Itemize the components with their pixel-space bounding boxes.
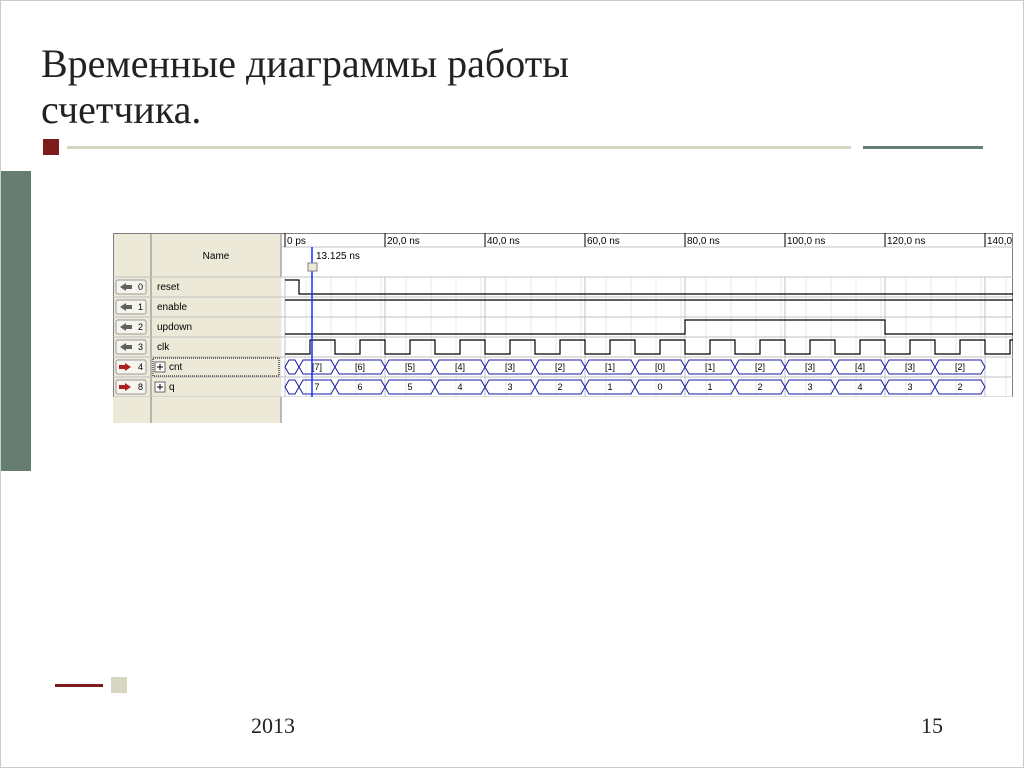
svg-text:4: 4: [138, 362, 143, 372]
left-sidebar-block: [1, 171, 31, 471]
svg-text:cnt: cnt: [169, 362, 183, 373]
svg-text:1: 1: [607, 382, 612, 392]
svg-text:40,0 ns: 40,0 ns: [487, 236, 520, 247]
svg-text:[1]: [1]: [605, 362, 615, 372]
svg-text:[3]: [3]: [505, 362, 515, 372]
svg-text:[5]: [5]: [405, 362, 415, 372]
svg-text:[2]: [2]: [555, 362, 565, 372]
svg-text:100,0 ns: 100,0 ns: [787, 236, 825, 247]
svg-text:[2]: [2]: [955, 362, 965, 372]
svg-text:0: 0: [138, 282, 143, 292]
svg-text:7: 7: [314, 382, 319, 392]
svg-text:[4]: [4]: [855, 362, 865, 372]
waveform-viewer[interactable]: Name 0 ps 20,0 ns 40,0 ns 60,0 ns 80,0 ns 100,…: [113, 233, 1013, 423]
svg-text:[6]: [6]: [355, 362, 365, 372]
svg-text:1: 1: [707, 382, 712, 392]
title-line1: Временные диаграммы работы: [41, 41, 569, 86]
svg-text:0 ps: 0 ps: [287, 236, 306, 247]
svg-text:4: 4: [857, 382, 862, 392]
footer-page: 15: [921, 713, 943, 739]
svg-text:[3]: [3]: [905, 362, 915, 372]
svg-text:13.125 ns: 13.125 ns: [316, 251, 360, 262]
svg-text:[0]: [0]: [655, 362, 665, 372]
svg-text:20,0 ns: 20,0 ns: [387, 236, 420, 247]
title-line2: счетчика.: [41, 87, 201, 132]
svg-text:120,0 ns: 120,0 ns: [887, 236, 925, 247]
svg-text:3: 3: [507, 382, 512, 392]
svg-text:reset: reset: [157, 282, 179, 293]
title-accent: [41, 141, 983, 153]
svg-text:2: 2: [957, 382, 962, 392]
footer-square-icon: [111, 677, 127, 693]
svg-text:[7]: [7]: [312, 362, 322, 372]
footer-year: 2013: [251, 713, 295, 739]
slide: Временные диаграммы работы счетчика. Nam…: [0, 0, 1024, 768]
svg-text:3: 3: [138, 342, 143, 352]
svg-text:80,0 ns: 80,0 ns: [687, 236, 720, 247]
svg-text:5: 5: [407, 382, 412, 392]
svg-text:1: 1: [138, 302, 143, 312]
svg-text:8: 8: [138, 382, 143, 392]
svg-text:Name: Name: [203, 251, 230, 262]
svg-text:clk: clk: [157, 342, 170, 353]
footer-line: [55, 684, 103, 687]
svg-text:4: 4: [457, 382, 462, 392]
svg-text:0: 0: [657, 382, 662, 392]
svg-text:[2]: [2]: [755, 362, 765, 372]
svg-text:60,0 ns: 60,0 ns: [587, 236, 620, 247]
svg-text:3: 3: [807, 382, 812, 392]
accent-line-short: [863, 146, 983, 149]
svg-text:[4]: [4]: [455, 362, 465, 372]
svg-text:q: q: [169, 382, 175, 393]
slide-title: Временные диаграммы работы счетчика.: [41, 41, 983, 133]
svg-text:[1]: [1]: [705, 362, 715, 372]
svg-text:2: 2: [138, 322, 143, 332]
svg-text:2: 2: [757, 382, 762, 392]
svg-text:140,0 ns: 140,0 ns: [987, 236, 1013, 247]
accent-square-icon: [43, 139, 59, 155]
svg-text:[3]: [3]: [805, 362, 815, 372]
svg-text:updown: updown: [157, 322, 192, 333]
svg-text:6: 6: [357, 382, 362, 392]
svg-text:2: 2: [557, 382, 562, 392]
footer-accent: [55, 677, 127, 693]
svg-text:enable: enable: [157, 302, 187, 313]
svg-text:3: 3: [907, 382, 912, 392]
accent-line-long: [67, 146, 851, 149]
